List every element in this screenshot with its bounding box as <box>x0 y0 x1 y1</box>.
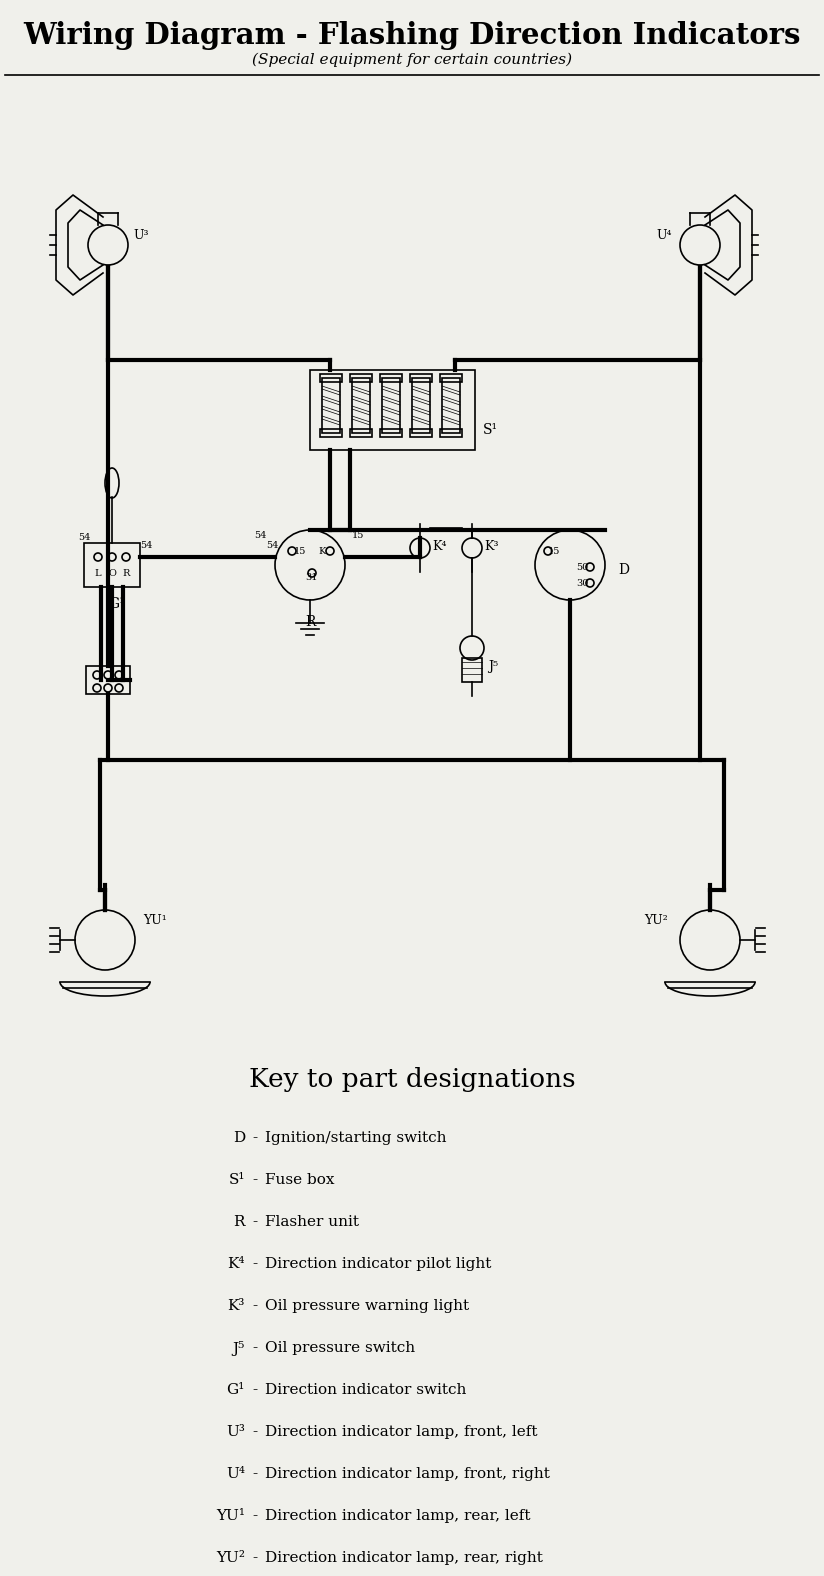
Text: G¹: G¹ <box>227 1384 245 1396</box>
Text: -: - <box>252 1173 258 1187</box>
Text: YU¹: YU¹ <box>216 1508 245 1522</box>
Text: K⁴: K⁴ <box>432 539 447 553</box>
Text: Direction indicator lamp, front, right: Direction indicator lamp, front, right <box>265 1467 550 1481</box>
Text: -: - <box>252 1467 258 1481</box>
Text: -: - <box>252 1508 258 1522</box>
Text: K⁴: K⁴ <box>227 1258 245 1270</box>
Text: Direction indicator pilot light: Direction indicator pilot light <box>265 1258 491 1270</box>
Bar <box>322 378 340 433</box>
Text: 54: 54 <box>254 531 266 539</box>
Text: -: - <box>252 1215 258 1229</box>
Text: 15: 15 <box>548 547 560 555</box>
Bar <box>380 429 402 437</box>
Bar <box>410 374 432 381</box>
Text: S¹: S¹ <box>483 422 498 437</box>
Text: -: - <box>252 1384 258 1396</box>
Bar <box>410 429 432 437</box>
Ellipse shape <box>105 468 119 498</box>
Bar <box>440 429 462 437</box>
Text: 54: 54 <box>140 541 152 550</box>
Bar <box>440 374 462 381</box>
Text: J⁵: J⁵ <box>488 659 499 673</box>
Text: Direction indicator switch: Direction indicator switch <box>265 1384 466 1396</box>
Text: (Special equipment for certain countries): (Special equipment for certain countries… <box>252 54 572 68</box>
Text: Direction indicator lamp, rear, left: Direction indicator lamp, rear, left <box>265 1508 531 1522</box>
Text: K³: K³ <box>484 539 499 553</box>
Text: YU²: YU² <box>216 1551 245 1565</box>
Text: YU²: YU² <box>644 914 668 927</box>
Text: -: - <box>252 1425 258 1439</box>
Bar <box>380 374 402 381</box>
Text: R: R <box>305 615 316 629</box>
Bar <box>86 667 130 693</box>
Text: Oil pressure switch: Oil pressure switch <box>265 1341 415 1355</box>
Text: U⁴: U⁴ <box>226 1467 245 1481</box>
Text: K: K <box>318 547 325 555</box>
Text: L: L <box>95 569 101 577</box>
Bar <box>320 374 342 381</box>
Bar <box>382 378 400 433</box>
Bar <box>352 378 370 433</box>
Text: Oil pressure warning light: Oil pressure warning light <box>265 1299 469 1313</box>
Text: 54: 54 <box>77 533 90 542</box>
Text: 54: 54 <box>266 541 279 550</box>
Bar <box>442 378 460 433</box>
Text: K³: K³ <box>227 1299 245 1313</box>
Text: R: R <box>233 1215 245 1229</box>
Text: R: R <box>122 569 129 577</box>
Text: -: - <box>252 1258 258 1270</box>
Bar <box>350 429 372 437</box>
Text: 31: 31 <box>306 572 318 582</box>
Text: 15: 15 <box>294 547 307 555</box>
Text: -: - <box>252 1299 258 1313</box>
Bar <box>84 544 140 586</box>
Text: -: - <box>252 1341 258 1355</box>
Text: Wiring Diagram - Flashing Direction Indicators: Wiring Diagram - Flashing Direction Indi… <box>23 20 801 49</box>
Text: Flasher unit: Flasher unit <box>265 1215 359 1229</box>
Text: S¹: S¹ <box>228 1173 245 1187</box>
Text: 15: 15 <box>352 531 364 539</box>
Text: U³: U³ <box>226 1425 245 1439</box>
Bar <box>320 429 342 437</box>
Text: D: D <box>232 1132 245 1146</box>
Text: -: - <box>252 1132 258 1146</box>
Text: 30: 30 <box>576 578 588 588</box>
Text: Ignition/starting switch: Ignition/starting switch <box>265 1132 447 1146</box>
Text: D: D <box>618 563 629 577</box>
Text: Direction indicator lamp, rear, right: Direction indicator lamp, rear, right <box>265 1551 543 1565</box>
Text: -: - <box>252 1551 258 1565</box>
Text: Direction indicator lamp, front, left: Direction indicator lamp, front, left <box>265 1425 537 1439</box>
Text: J⁵: J⁵ <box>232 1341 245 1355</box>
Text: Fuse box: Fuse box <box>265 1173 335 1187</box>
Text: YU¹: YU¹ <box>143 914 166 927</box>
Bar <box>462 659 482 682</box>
Text: U³: U³ <box>133 229 148 241</box>
Text: O: O <box>108 569 116 577</box>
Text: 50: 50 <box>576 563 588 572</box>
Bar <box>310 370 475 451</box>
Text: Key to part designations: Key to part designations <box>249 1067 575 1092</box>
Bar <box>412 378 430 433</box>
Bar <box>350 374 372 381</box>
Text: U⁴: U⁴ <box>657 229 672 241</box>
Text: G¹: G¹ <box>109 597 125 611</box>
